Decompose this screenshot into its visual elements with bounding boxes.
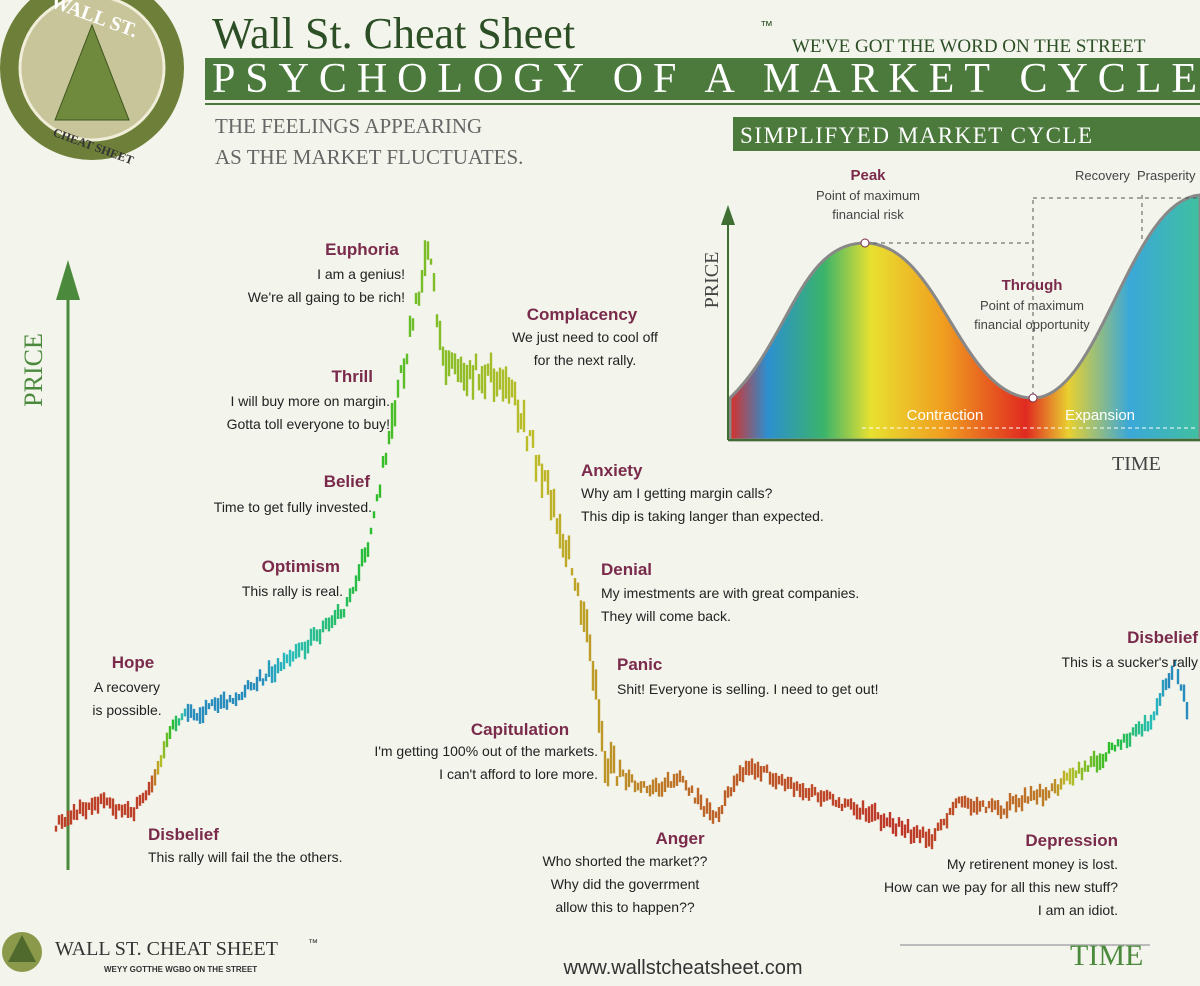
stage-text: We just need to cool off (512, 329, 658, 345)
inset-banner (733, 117, 1200, 151)
stage-title: Euphoria (325, 240, 399, 259)
stage-text: Time to get fully invested. (214, 499, 372, 515)
title-band (205, 58, 1200, 100)
stage-title: Denial (601, 560, 652, 579)
stage-title: Disbelief (1127, 628, 1198, 647)
stage-text: I will buy more on margin. (230, 393, 390, 409)
stage-title: Disbelief (148, 825, 219, 844)
inset-label: Point of maximum (816, 188, 920, 203)
trough-dot (1028, 393, 1038, 403)
stage-text: allow this to happen?? (555, 899, 695, 915)
inset-label: financial opportunity (974, 317, 1090, 332)
stage-text: This dip is taking langer than expected. (581, 508, 824, 524)
inset-title: SIMPLIFYED MARKET CYCLE (740, 123, 1094, 148)
stage-text: A recovery (94, 679, 160, 695)
inset-label: Prasperity (1137, 168, 1196, 183)
stage-text: My retirenent money is lost. (947, 856, 1118, 872)
stage-text: How can we pay for all this new stuff? (884, 879, 1118, 895)
stage-text: We're all gaing to be rich! (248, 289, 405, 305)
y-arrow (56, 260, 80, 300)
inset-label: Through (1002, 277, 1063, 294)
inset-label: Contraction (907, 407, 984, 424)
stage-text: is possible. (92, 702, 161, 718)
stage-title: Capitulation (471, 720, 569, 739)
inset-label: Expansion (1065, 407, 1135, 424)
stage-title: Panic (617, 655, 662, 674)
stage-text: This is a sucker's rally (1062, 654, 1198, 670)
stage-text: I am an idiot. (1038, 902, 1118, 918)
stage-title: Anxiety (581, 461, 643, 480)
inset-label: financial risk (832, 207, 904, 222)
stage-text: Why am I getting margin calls? (581, 485, 773, 501)
peak-dot (860, 238, 870, 248)
inset-x-label: TIME (1112, 453, 1161, 475)
stage-text: for the next rally. (534, 352, 636, 368)
y-label: PRICE (19, 333, 48, 407)
tagline: WE'VE GOT THE WORD ON THE STREET (792, 36, 1146, 57)
inset-y-arrow (721, 205, 735, 225)
footer-url: www.wallstcheatsheet.com (563, 957, 803, 979)
stage-text: Gotta toll everyone to buy! (227, 416, 390, 432)
x-label: TIME (1070, 939, 1143, 972)
stage-text: Why did the goverrment (551, 876, 700, 892)
stage-title: Optimism (262, 557, 340, 576)
trademark: ™ (760, 18, 773, 33)
stage-text: I'm getting 100% out of the markets. (374, 743, 598, 759)
stage-text: This rally will fail the the others. (148, 849, 343, 865)
stage-text: This rally is real. (242, 583, 343, 599)
footer-pyramid (8, 935, 36, 962)
stage-title: Anger (655, 829, 705, 848)
stage-title: Depression (1025, 831, 1118, 850)
subtitle: AS THE MARKET FLUCTUATES. (215, 145, 523, 169)
stage-title: Thrill (331, 367, 373, 386)
stage-text: My imestments are with great companies. (601, 585, 859, 601)
logo-pyramid (54, 23, 130, 121)
stage-title: Hope (112, 653, 155, 672)
stage-title: Complacency (527, 305, 638, 324)
brand: Wall St. Cheat Sheet (212, 9, 575, 58)
inset-label: Point of maximum (980, 298, 1084, 313)
stage-text: I can't afford to lore more. (439, 766, 598, 782)
title: PSYCHOLOGY OF A MARKET CYCLE (212, 56, 1197, 102)
footer-tagline: WEYY GOTTHE WGBO ON THE STREET (104, 965, 257, 974)
inset-y-label: PRICE (701, 252, 723, 309)
stage-text: Shit! Everyone is selling. I need to get… (617, 681, 879, 697)
inset-label: Peak (850, 167, 886, 184)
stage-text: Who shorted the market?? (543, 853, 708, 869)
stage-text: I am a genius! (317, 266, 405, 282)
footer-brand: WALL ST. CHEAT SHEET (55, 938, 278, 960)
inset-area (728, 193, 1200, 442)
subtitle: THE FEELINGS APPEARING (215, 114, 482, 138)
inset-label: Recovery (1075, 168, 1130, 183)
stage-text: They will come back. (601, 608, 731, 624)
footer-tm: ™ (308, 938, 318, 949)
stage-title: Belief (324, 472, 371, 491)
